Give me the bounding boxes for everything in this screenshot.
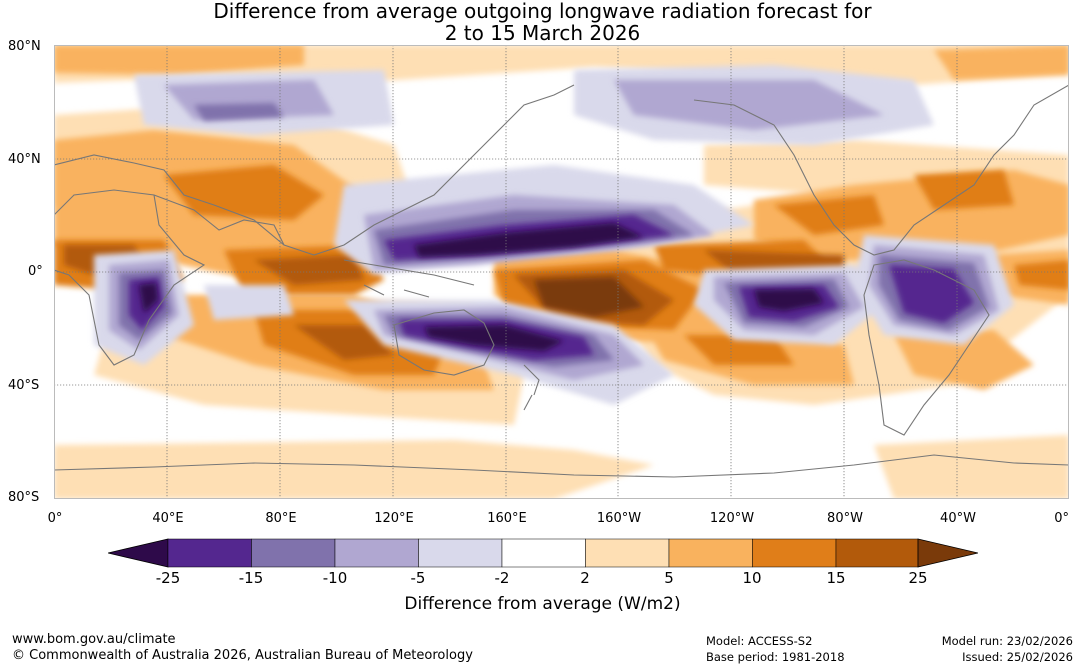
colorbar-label: 10 (742, 569, 762, 587)
colorbar-swatch (334, 538, 419, 568)
anomaly-zone-gt25 (534, 277, 644, 317)
lon-label-0: 0° (47, 511, 63, 526)
lat-label-40s: 40°S (8, 378, 40, 393)
colorbar-swatch (501, 538, 586, 568)
colorbar (108, 538, 978, 568)
colorbar-swatch (668, 538, 753, 568)
coastline-africa (54, 189, 206, 366)
lon-label-40w: 40°W (940, 511, 976, 526)
lon-label-160w: 160°W (596, 511, 642, 526)
colorbar-swatch (585, 538, 670, 568)
map-gridlines (54, 45, 1069, 499)
colorbar-title: Difference from average (W/m2) (404, 594, 681, 614)
lat-label-80s: 80°S (8, 490, 40, 505)
colorbar-swatch (752, 538, 837, 568)
coastline-arabia-india (153, 194, 285, 246)
footer-issued: Issued: 25/02/2026 (962, 650, 1073, 664)
coastline-new-zealand (523, 364, 540, 411)
coastline-australia (393, 309, 495, 376)
colorbar-min-arrow (108, 538, 169, 568)
footer-model-run: Model run: 23/02/2026 (941, 634, 1073, 648)
lat-label-80n: 80°N (8, 39, 41, 54)
coastline-south-america (863, 259, 990, 436)
colorbar-swatch (835, 538, 919, 568)
colorbar-label: 5 (664, 569, 674, 587)
lon-label-120w: 120°W (709, 511, 755, 526)
colorbar-swatch (418, 538, 503, 568)
colorbar-label: 25 (908, 569, 928, 587)
anomaly-zone-lt25 (139, 223, 824, 351)
coastline-eurasia (54, 84, 575, 256)
colorbar-max-arrow (917, 538, 978, 568)
coastline-maritime-continent (343, 259, 475, 298)
footer-website: www.bom.gov.au/climate (12, 632, 176, 647)
colorbar-label: -2 (494, 569, 510, 587)
map-frame (54, 45, 1069, 499)
lon-label-120e: 120°E (374, 511, 414, 526)
olr-anomaly-map (54, 45, 1069, 499)
lat-label-40n: 40°N (8, 152, 41, 167)
lon-label-0-east: 0° (1054, 511, 1069, 526)
footer-copyright: © Commonwealth of Australia 2026, Austra… (12, 648, 473, 663)
footer-model: Model: ACCESS-S2 (706, 634, 813, 648)
colorbar-label: -5 (410, 569, 426, 587)
lon-label-80w: 80°W (827, 511, 863, 526)
colorbar-label: -25 (155, 569, 181, 587)
coastlines (54, 84, 1069, 478)
footer-base-period: Base period: 1981-2018 (706, 650, 845, 664)
lat-label-eq: 0° (28, 264, 43, 279)
colorbar-label: 15 (826, 569, 846, 587)
lon-label-160e: 160°E (487, 511, 527, 526)
colorbar-label: -15 (238, 569, 264, 587)
coastline-north-america (693, 84, 1069, 256)
lon-label-40e: 40°E (152, 511, 184, 526)
colorbar-label: -10 (322, 569, 348, 587)
map-title-line2: 2 to 15 March 2026 (444, 21, 641, 45)
colorbar-label: 2 (580, 569, 590, 587)
lon-label-80e: 80°E (265, 511, 297, 526)
coastline-antarctica (54, 454, 1069, 478)
colorbar-swatch (251, 538, 336, 568)
colorbar-swatch (167, 538, 252, 568)
map-title-line1: Difference from average outgoing longwav… (213, 0, 872, 23)
